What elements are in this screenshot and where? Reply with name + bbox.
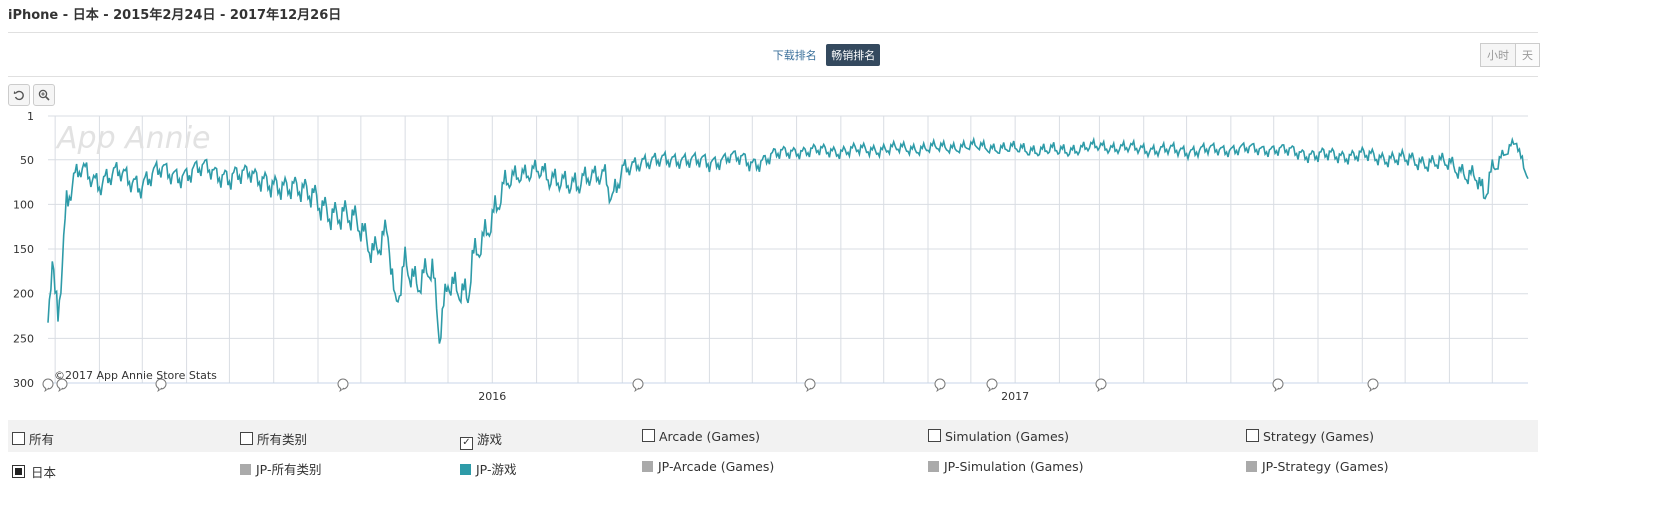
legend-checkbox-label: Arcade (Games) [659,429,761,444]
legend-swatch [460,464,471,475]
legend-checkbox-label: 所有类别 [257,432,308,447]
event-marker-icon[interactable] [804,378,816,393]
copyright-text: ©2017 App Annie Store Stats [54,369,217,382]
event-marker-icon[interactable] [1367,378,1379,393]
legend-swatch [642,461,653,472]
event-marker-icon[interactable] [56,378,68,393]
watermark: App Annie [55,121,211,156]
legend-series-item[interactable]: JP-Arcade (Games) [642,459,774,474]
tab-revenue-rank[interactable]: 畅销排名 [826,44,881,66]
event-marker-icon[interactable] [337,378,349,393]
legend-series-label: JP-所有类别 [256,462,322,477]
legend-series-item[interactable]: JP-所有类别 [240,459,321,478]
y-tick-label: 1 [27,110,34,123]
legend-series-label: JP-游戏 [476,462,517,477]
y-tick-label: 300 [13,377,34,390]
legend-checkbox-item[interactable]: 所有类别 [240,429,307,448]
page-title: iPhone - 日本 - 2015年2月24日 - 2017年12月26日 [8,8,342,23]
legend-series-item[interactable]: JP-游戏 [460,459,516,478]
legend-checkbox-label: 游戏 [477,432,503,447]
legend-series-label: JP-Strategy (Games) [1262,459,1389,474]
legend-checkbox-item[interactable]: 所有 [12,429,54,448]
y-tick-label: 150 [13,243,34,256]
legend-series-label: JP-Arcade (Games) [658,459,775,474]
rotate-left-icon [13,90,24,101]
checkbox-checked-icon[interactable]: ✓ [460,437,473,450]
granularity-toggle: 小时 天 [1480,43,1540,67]
legend-swatch [1246,461,1257,472]
x-tick-label: 2016 [478,390,506,403]
event-marker-icon[interactable] [986,378,998,393]
event-marker-icon[interactable] [934,378,946,393]
legend-series-item[interactable]: JP-Strategy (Games) [1246,459,1388,474]
divider [8,32,1538,33]
granularity-hour-button[interactable]: 小时 [1480,43,1516,67]
y-tick-label: 200 [13,288,34,301]
legend-country[interactable]: 日本 [12,462,56,481]
legend-swatch [240,464,251,475]
checkbox-icon[interactable] [1246,429,1259,442]
legend-filter-bar [8,420,1538,452]
legend-swatch [928,461,939,472]
legend-checkbox-label: Strategy (Games) [1263,429,1375,444]
legend-series-label: JP-Simulation (Games) [944,459,1084,474]
legend-checkbox-item[interactable]: Arcade (Games) [642,429,760,444]
checkbox-icon[interactable] [240,432,253,445]
checkbox-icon[interactable] [12,432,25,445]
rank-type-tabs: 下载排名 畅销排名 [0,44,1653,66]
reset-zoom-button[interactable] [8,84,30,106]
y-tick-label: 250 [13,332,34,345]
event-marker-icon[interactable] [1095,378,1107,393]
series-line-jp-games [47,136,1529,344]
y-tick-label: 50 [20,154,34,167]
legend-checkbox-item[interactable]: Strategy (Games) [1246,429,1374,444]
y-tick-label: 100 [13,198,34,211]
legend-series-item[interactable]: JP-Simulation (Games) [928,459,1084,474]
zoom-in-icon [38,89,50,101]
x-tick-label: 2017 [1001,390,1029,403]
divider [8,76,1538,77]
tab-download-rank[interactable]: 下载排名 [772,49,817,62]
event-marker-icon[interactable] [155,378,167,393]
legend-checkbox-label: 所有 [29,432,55,447]
legend-checkbox-item[interactable]: Simulation (Games) [928,429,1069,444]
zoom-in-button[interactable] [33,84,55,106]
checkbox-icon[interactable] [928,429,941,442]
checkbox-icon[interactable] [642,429,655,442]
granularity-day-button[interactable]: 天 [1516,43,1540,67]
selected-square-icon [12,465,25,478]
event-marker-icon[interactable] [1272,378,1284,393]
legend-checkbox-label: Simulation (Games) [945,429,1070,444]
legend-checkbox-item[interactable]: ✓ 游戏 [460,429,502,450]
event-marker-icon[interactable] [632,378,644,393]
event-marker-icon[interactable] [42,378,54,393]
